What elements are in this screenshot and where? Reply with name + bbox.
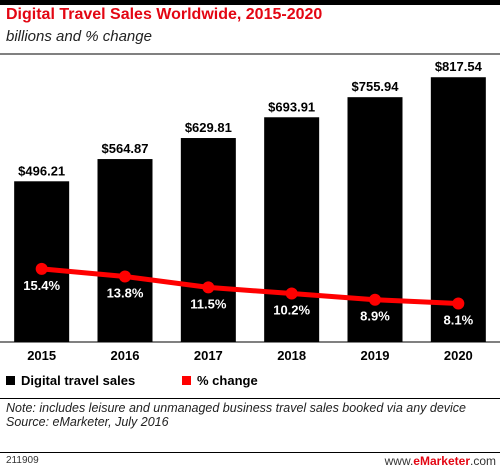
bar-2018	[264, 117, 320, 342]
brand-prefix: www.	[384, 454, 414, 468]
bar-value-label-2017: $629.81	[185, 120, 232, 135]
brand-logo: www.eMarketer.com	[385, 454, 496, 468]
brand-suffix: .com	[469, 454, 496, 468]
line-value-label-2016: 13.8%	[107, 285, 144, 300]
bar-value-label-2019: $755.94	[352, 79, 400, 94]
x-tick-label-2019: 2019	[361, 348, 390, 363]
legend-item-percent-change: % change	[182, 373, 258, 388]
source-text: Source: eMarketer, July 2016	[6, 415, 169, 429]
line-value-label-2020: 8.1%	[444, 313, 474, 328]
line-value-label-2019: 8.9%	[360, 309, 390, 324]
line-value-label-2017: 11.5%	[190, 296, 227, 311]
line-point-2019	[369, 293, 381, 306]
legend-swatch-bars	[6, 376, 15, 386]
top-rule	[0, 0, 500, 5]
chart-title: Digital Travel Sales Worldwide, 2015-202…	[6, 6, 323, 23]
x-tick-label-2017: 2017	[194, 348, 223, 363]
bar-2015	[14, 181, 70, 342]
footnote: Note: includes leisure and unmanaged bus…	[6, 401, 496, 429]
line-point-2016	[119, 270, 131, 283]
bar-value-label-2018: $693.91	[268, 99, 315, 114]
chart-id: 211909	[6, 455, 39, 466]
x-tick-label-2020: 2020	[444, 348, 473, 363]
x-tick-label-2016: 2016	[111, 348, 140, 363]
line-value-label-2015: 15.4%	[23, 278, 60, 293]
bar-value-label-2015: $496.21	[18, 163, 65, 178]
line-value-label-2018: 10.2%	[273, 303, 310, 318]
legend-swatch-line	[182, 376, 191, 386]
note-text: Note: includes leisure and unmanaged bus…	[6, 401, 467, 415]
bar-2016	[97, 159, 153, 342]
bar-2017	[180, 138, 236, 342]
legend-label-digital-travel-sales: Digital travel sales	[21, 373, 136, 388]
legend-divider	[0, 398, 500, 399]
bar-value-label-2020: $817.54	[435, 59, 483, 74]
legend-label-percent-change: % change	[197, 373, 258, 388]
percent-change-line	[39, 266, 461, 307]
x-tick-label-2015: 2015	[27, 348, 56, 363]
brand-name: eMarketer	[413, 454, 470, 468]
line-point-2015	[35, 262, 48, 275]
x-tick-label-2018: 2018	[277, 348, 306, 363]
chart-subtitle: billions and % change	[6, 28, 152, 45]
line-point-2017	[202, 281, 215, 294]
footer-divider	[0, 452, 500, 453]
bar-value-label-2016: $564.87	[102, 141, 149, 156]
legend-item-digital-travel-sales: Digital travel sales	[6, 373, 135, 388]
line-point-2018	[285, 287, 298, 300]
line-point-2020	[452, 297, 465, 310]
